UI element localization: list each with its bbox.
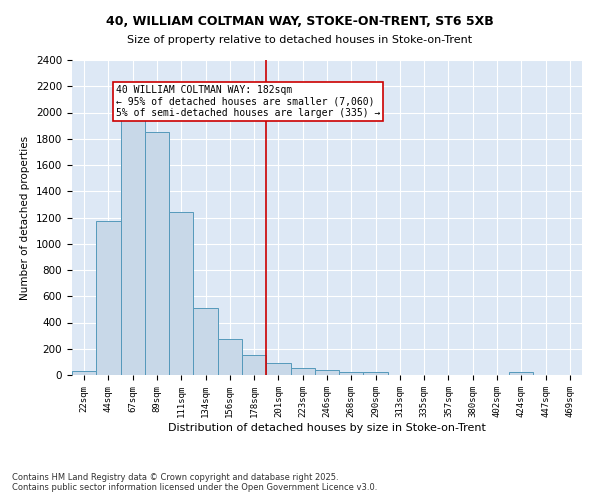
Text: Contains HM Land Registry data © Crown copyright and database right 2025.
Contai: Contains HM Land Registry data © Crown c…: [12, 473, 377, 492]
Bar: [339, 372, 364, 375]
Bar: [509, 372, 533, 375]
Bar: [72, 371, 96, 375]
Bar: [145, 132, 169, 375]
Bar: [266, 362, 290, 375]
Bar: [121, 116, 145, 375]
Bar: [315, 370, 339, 375]
X-axis label: Distribution of detached houses by size in Stoke-on-Trent: Distribution of detached houses by size …: [168, 422, 486, 432]
Y-axis label: Number of detached properties: Number of detached properties: [20, 136, 31, 300]
Bar: [242, 354, 266, 375]
Text: Size of property relative to detached houses in Stoke-on-Trent: Size of property relative to detached ho…: [127, 35, 473, 45]
Bar: [218, 339, 242, 375]
Bar: [169, 212, 193, 375]
Bar: [96, 221, 121, 375]
Text: 40, WILLIAM COLTMAN WAY, STOKE-ON-TRENT, ST6 5XB: 40, WILLIAM COLTMAN WAY, STOKE-ON-TRENT,…: [106, 15, 494, 28]
Bar: [290, 368, 315, 375]
Text: 40 WILLIAM COLTMAN WAY: 182sqm
← 95% of detached houses are smaller (7,060)
5% o: 40 WILLIAM COLTMAN WAY: 182sqm ← 95% of …: [116, 85, 380, 118]
Bar: [193, 308, 218, 375]
Bar: [364, 372, 388, 375]
